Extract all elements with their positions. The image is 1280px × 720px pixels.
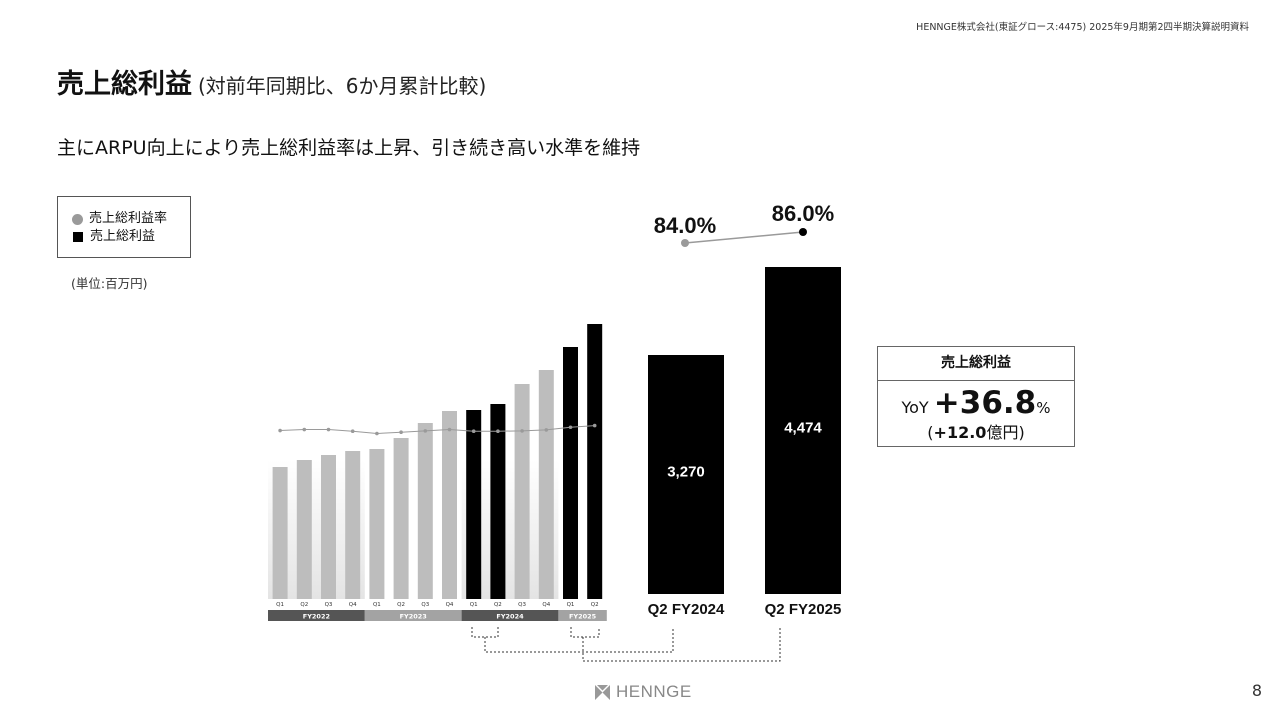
connector-bracket bbox=[570, 627, 600, 638]
history-bar bbox=[272, 467, 288, 599]
comparison-bar-value: 4,474 bbox=[784, 420, 822, 437]
history-rate-point bbox=[520, 429, 524, 433]
quarter-tick-label: Q2 bbox=[300, 602, 308, 608]
yoy-header: 売上総利益 bbox=[878, 347, 1074, 381]
quarter-tick-label: Q1 bbox=[276, 602, 284, 608]
page-subtitle: 主にARPU向上により売上総利益率は上昇、引き続き高い水準を維持 bbox=[57, 137, 641, 159]
connector-bracket bbox=[471, 627, 499, 638]
history-rate-point bbox=[496, 429, 500, 434]
comparison-category-label: Q2 FY2024 bbox=[648, 601, 725, 618]
chart-legend: 売上総利益率 売上総利益 bbox=[57, 196, 191, 258]
page-number: 8 bbox=[1251, 681, 1262, 700]
history-bar bbox=[490, 404, 506, 599]
history-bar bbox=[563, 347, 578, 599]
quarter-tick-label: Q3 bbox=[325, 602, 333, 608]
fiscal-year-label: FY2025 bbox=[569, 613, 597, 621]
quarter-tick-label: Q2 bbox=[591, 602, 599, 608]
connector-line bbox=[582, 627, 781, 662]
history-bar bbox=[321, 455, 336, 599]
history-rate-point bbox=[471, 429, 476, 434]
history-bar bbox=[538, 370, 554, 599]
history-rate-line bbox=[280, 425, 595, 435]
yoy-amount-unit: 億円) bbox=[986, 423, 1025, 442]
quarter-tick-label: Q4 bbox=[349, 602, 357, 608]
legend-item-rate: 売上総利益率 bbox=[72, 210, 190, 228]
yoy-amount-value: +12.0 bbox=[933, 423, 987, 442]
quarter-tick-label: Q2 bbox=[397, 602, 405, 608]
comparison-category-label: Q2 FY2025 bbox=[765, 601, 842, 618]
history-bar bbox=[296, 460, 312, 599]
fiscal-year-header bbox=[558, 610, 607, 621]
fiscal-year-header bbox=[268, 610, 365, 621]
history-bar bbox=[345, 451, 361, 599]
legend-label-profit: 売上総利益 bbox=[90, 229, 156, 244]
fiscal-year-label: FY2022 bbox=[303, 613, 330, 621]
comparison-rate-line bbox=[684, 231, 804, 244]
history-bar bbox=[466, 410, 482, 599]
history-rate-point bbox=[568, 425, 573, 430]
legend-item-profit: 売上総利益 bbox=[72, 228, 190, 246]
history-rate-point bbox=[544, 428, 549, 432]
comparison-rate-label: 86.0% bbox=[772, 201, 834, 226]
square-marker-icon bbox=[73, 232, 83, 242]
history-rate-point bbox=[326, 427, 331, 432]
comparison-bar bbox=[765, 267, 841, 594]
history-rate-point bbox=[423, 429, 428, 433]
comparison-bar bbox=[648, 354, 724, 594]
yoy-summary-box: 売上総利益 YoY +36.8% (+12.0億円) bbox=[877, 346, 1075, 447]
comparison-bar-value: 3,270 bbox=[667, 463, 705, 480]
quarter-tick-label: Q4 bbox=[446, 602, 454, 608]
page-title-main: 売上総利益 bbox=[57, 69, 192, 100]
history-rate-point bbox=[592, 423, 597, 428]
yoy-growth-value: +36.8 bbox=[933, 385, 1037, 421]
unit-label: (単位:百万円) bbox=[71, 276, 148, 291]
quarter-tick-label: Q3 bbox=[518, 602, 526, 608]
fiscal-year-label: FY2023 bbox=[400, 613, 427, 621]
history-bar bbox=[417, 423, 433, 599]
page-title: 売上総利益 (対前年同期比、6か月累計比較) bbox=[57, 62, 486, 101]
document-header-note: HENNGE株式会社(東証グロース:4475) 2025年9月期第2四半期決算説… bbox=[916, 22, 1249, 33]
history-bar bbox=[393, 438, 409, 599]
history-rate-point bbox=[302, 427, 307, 432]
footer-logo: HENNGE bbox=[594, 682, 692, 702]
yoy-amount-open: ( bbox=[927, 423, 934, 442]
quarter-tick-label: Q1 bbox=[373, 602, 381, 608]
quarter-tick-label: Q4 bbox=[542, 602, 550, 608]
footer-logo-text: HENNGE bbox=[616, 682, 692, 701]
fiscal-year-header bbox=[364, 610, 462, 621]
legend-label-rate: 売上総利益率 bbox=[89, 211, 168, 226]
history-rate-point bbox=[375, 431, 379, 436]
henne-logo-icon bbox=[595, 684, 610, 700]
circle-marker-icon bbox=[72, 213, 83, 225]
page-title-sub: (対前年同期比、6か月累計比較) bbox=[198, 74, 487, 98]
history-rate-point bbox=[447, 427, 452, 432]
yoy-amount: (+12.0億円) bbox=[878, 419, 1074, 443]
history-rate-point bbox=[399, 430, 403, 435]
history-bar bbox=[514, 384, 530, 599]
quarter-tick-label: Q1 bbox=[567, 602, 575, 608]
yoy-growth: YoY +36.8% bbox=[878, 385, 1074, 421]
quarter-tick-label: Q3 bbox=[421, 602, 429, 608]
comparison-rate-point bbox=[681, 239, 689, 247]
history-rate-point bbox=[278, 428, 282, 433]
quarter-tick-label: Q1 bbox=[470, 602, 478, 608]
connector-line bbox=[484, 627, 674, 653]
comparison-rate-label: 84.0% bbox=[654, 213, 716, 238]
history-rate-point bbox=[350, 429, 355, 434]
yoy-percent-sign: % bbox=[1036, 399, 1051, 417]
history-bar bbox=[369, 449, 385, 599]
fiscal-year-header bbox=[461, 610, 559, 621]
fiscal-year-label: FY2024 bbox=[496, 613, 524, 621]
history-bar bbox=[587, 324, 603, 599]
quarter-tick-label: Q2 bbox=[494, 602, 502, 608]
history-bar bbox=[442, 411, 457, 599]
yoy-prefix: YoY bbox=[901, 398, 929, 417]
comparison-rate-point bbox=[799, 228, 807, 236]
